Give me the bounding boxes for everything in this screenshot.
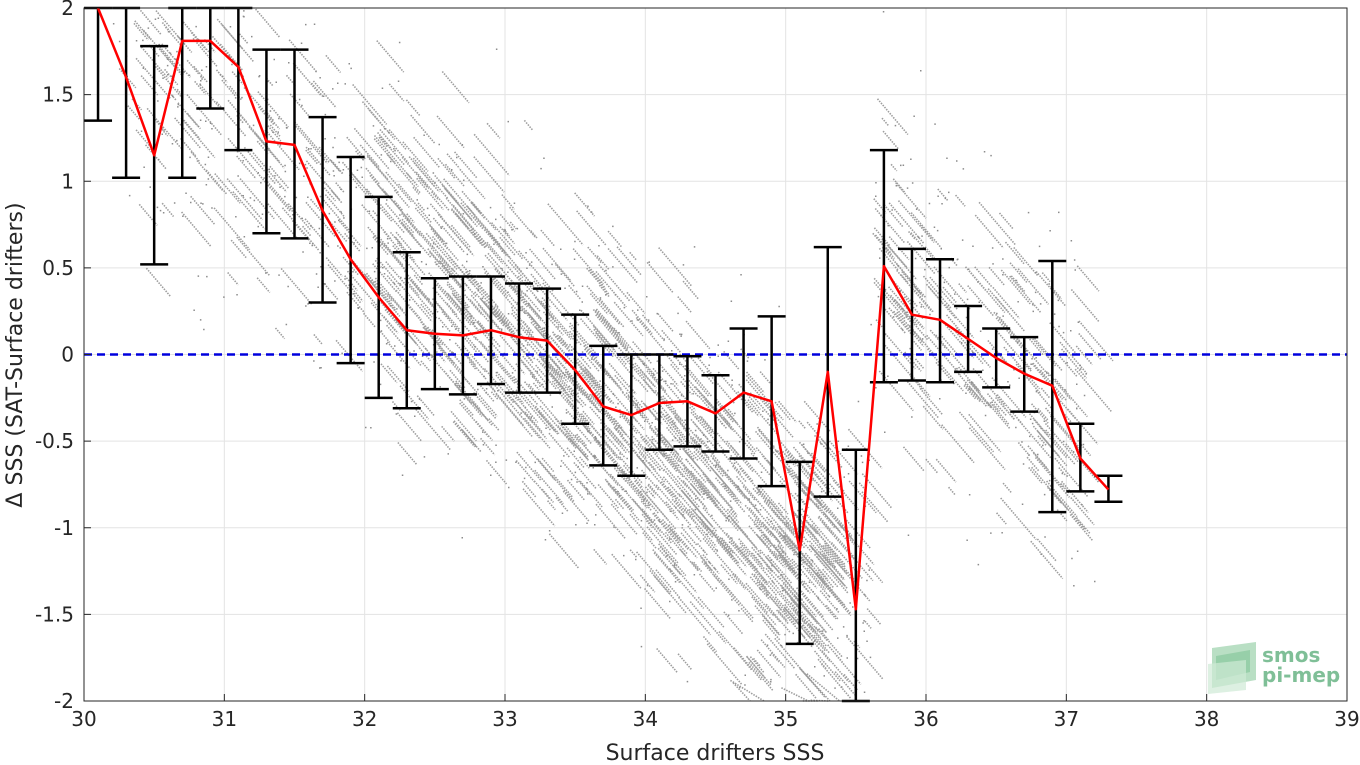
binned-mean-line bbox=[96, 7, 1110, 611]
x-tick-label: 31 bbox=[212, 707, 237, 731]
y-axis-label: Δ SSS (SAT-Surface drifters) bbox=[3, 202, 28, 507]
x-tick-label: 32 bbox=[352, 707, 377, 731]
y-tick-label: -2 bbox=[54, 689, 74, 713]
y-tick-label: 1.5 bbox=[42, 83, 74, 107]
y-tick-label: -1.5 bbox=[35, 602, 74, 626]
y-tick-label: 2 bbox=[61, 0, 74, 20]
x-tick-label: 39 bbox=[1334, 707, 1359, 731]
x-tick-label: 38 bbox=[1194, 707, 1219, 731]
y-tick-label: -1 bbox=[54, 516, 74, 540]
x-tick-label: 35 bbox=[773, 707, 798, 731]
errorbar-layer bbox=[84, 6, 1123, 703]
y-tick-label: -0.5 bbox=[35, 429, 74, 453]
x-tick-label: 33 bbox=[492, 707, 517, 731]
smos-pimep-logo: smos pi-mep bbox=[1208, 642, 1340, 694]
logo-line-1: smos bbox=[1262, 643, 1320, 667]
y-tick-label: 0.5 bbox=[42, 256, 74, 280]
axis-layer: 30 31 32 33 34 35 36 37 38 39 2 1.5 1 0.5 0 -0.5 -1 -1.5 -… bbox=[35, 0, 1360, 731]
logo-graphic bbox=[1208, 642, 1256, 694]
x-tick-label: 37 bbox=[1054, 707, 1079, 731]
y-tick-label: 1 bbox=[61, 169, 74, 193]
x-axis-label: Surface drifters SSS bbox=[606, 741, 825, 765]
x-tick-label: 36 bbox=[913, 707, 938, 731]
errorbar bbox=[785, 460, 814, 646]
y-tick-label: 0 bbox=[61, 343, 74, 367]
x-tick-label: 30 bbox=[71, 707, 96, 731]
logo-line-2: pi-mep bbox=[1262, 663, 1340, 687]
x-tick-label: 34 bbox=[633, 707, 658, 731]
